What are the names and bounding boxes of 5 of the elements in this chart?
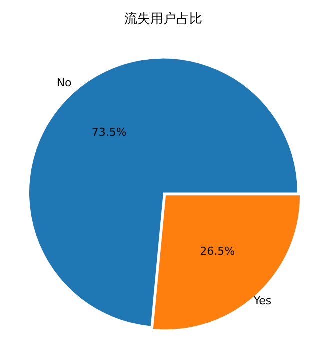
- data-label: 26.5%: [200, 245, 236, 258]
- data-label: 73.5%: [92, 126, 127, 140]
- slice-label: No: [56, 76, 72, 90]
- slice-label: Yes: [252, 294, 272, 308]
- chart-title: 流失用户占比: [124, 11, 202, 28]
